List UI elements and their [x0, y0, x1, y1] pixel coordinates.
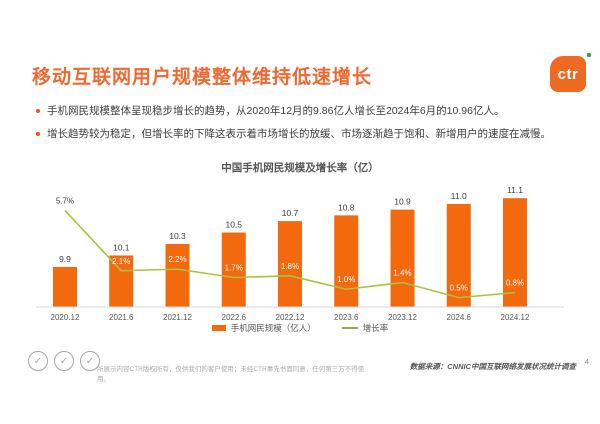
legend-label: 增长率	[362, 323, 389, 333]
bar	[221, 232, 246, 307]
x-axis-tick-label: 2021.12	[163, 313, 192, 322]
bullet-item: 手机网民规模整体呈现稳步增长的趋势，从2020年12月的9.86亿人增长至202…	[36, 104, 576, 118]
growth-rate-label: 0.8%	[506, 279, 524, 288]
x-axis-tick-label: 2023.6	[334, 313, 359, 322]
legend-label: 手机网民规模（亿人）	[230, 323, 316, 333]
bar	[334, 215, 359, 307]
chart-canvas: 9.9 10.1 10.3 10.5 10.7 10.8 10.9 11.0 11.1 5.7% 2…	[36, 185, 564, 322]
page-title: 移动互联网用户规模整体维持低速增长	[32, 67, 373, 88]
certification-badges: ✓ ✓ ✓	[28, 351, 100, 371]
growth-rate-label: 1.7%	[225, 264, 243, 273]
bar-value-label: 10.9	[394, 197, 411, 207]
bar-value-label: 10.1	[113, 242, 130, 252]
x-axis-tick-label: 2024.6	[447, 313, 472, 322]
bullet-dot-icon	[36, 109, 40, 113]
x-axis-tick-label: 2023.12	[388, 313, 417, 322]
bar-value-label: 11.0	[451, 191, 467, 201]
bullet-item: 增长趋势较为稳定，但增长率的下降这表示着市场增长的放缓、市场逐渐趋于饱和、新增用…	[36, 127, 576, 141]
bar-value-label: 10.7	[282, 208, 299, 218]
growth-rate-label: 1.8%	[281, 262, 299, 271]
bar	[390, 209, 415, 307]
bar-value-label: 10.8	[338, 202, 355, 212]
line-swatch-icon	[341, 327, 358, 329]
bar-value-label: 9.9	[59, 254, 71, 264]
bar	[165, 244, 190, 307]
certification-badge-icon: ✓	[80, 351, 100, 371]
x-axis-tick-label: 2020.12	[51, 313, 80, 322]
bullet-list: 手机网民规模整体呈现稳步增长的趋势，从2020年12月的9.86亿人增长至202…	[36, 104, 576, 150]
bar	[278, 221, 302, 307]
growth-rate-label: 2.2%	[168, 255, 186, 264]
bullet-text: 增长趋势较为稳定，但增长率的下降这表示着市场增长的放缓、市场逐渐趋于饱和、新增用…	[47, 128, 551, 140]
growth-rate-line	[64, 209, 516, 299]
bar	[446, 203, 471, 307]
ctr-logo-dot-icon	[587, 53, 591, 57]
legend-item-line: 增长率	[341, 322, 389, 334]
bullet-text: 手机网民规模整体呈现稳步增长的趋势，从2020年12月的9.86亿人增长至202…	[47, 105, 505, 117]
bar	[53, 266, 77, 307]
ctr-logo-text: ctr	[557, 65, 579, 83]
legend-item-bar: 手机网民规模（亿人）	[211, 322, 316, 334]
certification-badge-icon: ✓	[28, 351, 48, 371]
data-source-note: 数据来源：CNNIC中国互联网络发展状况统计调查	[409, 362, 576, 371]
bar	[503, 198, 527, 307]
growth-rate-label: 5.7%	[56, 196, 74, 205]
page-number: 4	[584, 357, 589, 366]
x-axis-tick-label: 2022.6	[222, 313, 247, 322]
growth-rate-label: 1.4%	[393, 269, 411, 278]
bar-swatch-icon	[211, 325, 226, 331]
x-axis-tick-label: 2021.6	[109, 313, 134, 322]
certification-badge-icon: ✓	[54, 351, 74, 371]
chart-title: 中国手机网民规模及增长率（亿）	[221, 162, 379, 174]
growth-rate-label: 1.0%	[337, 275, 355, 284]
bar-value-label: 10.3	[169, 231, 186, 241]
bar	[109, 255, 134, 307]
bullet-dot-icon	[36, 132, 40, 136]
ctr-logo: ctr	[550, 53, 591, 92]
x-axis-tick-label: 2024.12	[501, 313, 530, 322]
chart-legend: 手机网民规模（亿人） 增长率	[30, 322, 570, 334]
copyright-disclaimer: 所展示内容CTR版权所有，仅供我们的客户使用；未经CTR事先书面同意，任何第三方…	[97, 366, 365, 383]
bar-value-label: 10.5	[225, 220, 242, 230]
bar-value-label: 11.1	[507, 185, 523, 195]
x-axis-tick-label: 2022.12	[276, 313, 305, 322]
growth-rate-label: 2.1%	[112, 257, 130, 266]
chart-area: 中国手机网民规模及增长率（亿） 9.9 10.1 10.3 10.5 10.7 10.8 1…	[30, 160, 570, 340]
growth-rate-label: 0.5%	[450, 284, 468, 293]
